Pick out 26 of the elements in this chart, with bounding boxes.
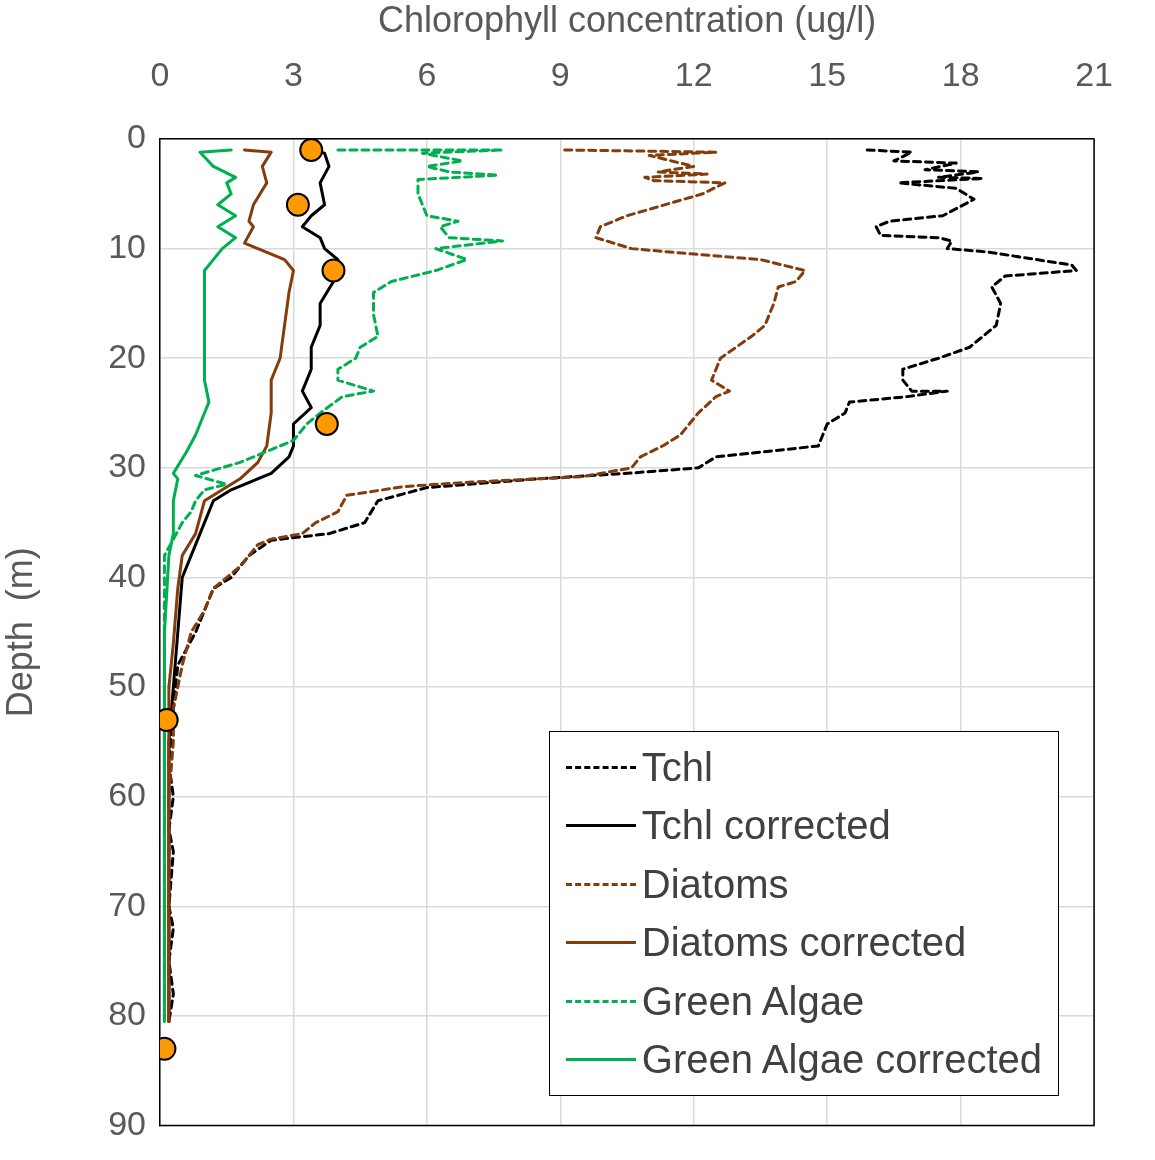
x-tick-label: 6 — [417, 54, 437, 93]
y-tick-label: 10 — [108, 227, 146, 265]
x-tick-label: 21 — [1075, 54, 1113, 93]
legend-label: Green Algae corrected — [641, 1037, 1042, 1083]
y-axis-title: Depth (m) — [0, 547, 40, 718]
legend-label: Tchl — [641, 744, 713, 790]
legend-label: Diatoms — [641, 861, 789, 907]
x-tick-label: 18 — [941, 54, 980, 93]
y-tick-label: 0 — [127, 117, 146, 156]
x-tick-label: 15 — [808, 54, 847, 93]
x-tick-label: 3 — [283, 54, 303, 93]
y-tick-label: 60 — [108, 775, 146, 814]
x-tick-label: 0 — [150, 54, 170, 93]
y-tick-label: 80 — [108, 994, 146, 1033]
x-axis-title: Chlorophyll concentration (ug/l) — [377, 0, 877, 40]
x-tick-label: 12 — [674, 54, 713, 93]
y-tick-label: 90 — [108, 1103, 146, 1142]
x-tick-label: 9 — [550, 54, 570, 93]
y-tick-label: 70 — [108, 884, 146, 923]
y-tick-label: 20 — [108, 336, 146, 375]
y-tick-label: 50 — [108, 665, 146, 704]
y-tick-label: 40 — [108, 555, 146, 594]
y-tick-label: 30 — [108, 446, 146, 485]
legend-label: Green Algae — [641, 978, 865, 1024]
legend-label: Diatoms corrected — [641, 920, 967, 966]
legend-label: Tchl corrected — [641, 803, 891, 849]
